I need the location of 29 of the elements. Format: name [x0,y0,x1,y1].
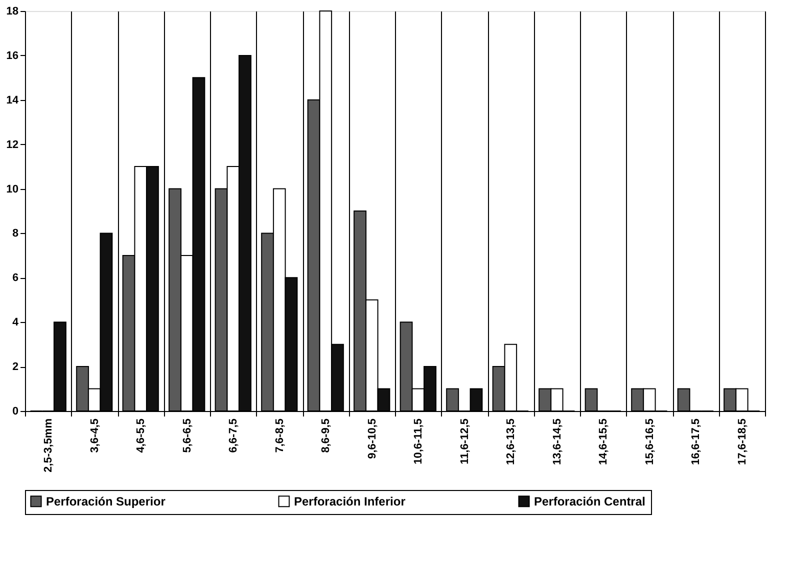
y-tick-label: 12 [6,138,18,151]
x-tick-label: 10,6-11,5 [412,418,425,464]
x-tick-label: 5,6-6,5 [181,418,194,453]
legend-label: Perforación Central [534,494,646,508]
x-tick-label: 13,6-14,5 [551,418,564,465]
y-tick-label: 14 [6,94,20,106]
x-tick-label: 8,6-9,5 [320,418,332,453]
x-tick-label: 17,6-18,5 [736,418,748,465]
x-tick-label: 12,6-13,5 [505,418,518,465]
x-tick-label: 11,6-12,5 [458,418,471,464]
x-tick-label: 4,6-5,5 [135,418,148,453]
y-tick-label: 4 [12,316,20,329]
x-tick-label: 6,6-7,5 [228,418,240,453]
legend-label: Perforación Superior [46,494,166,508]
x-tick-label: 16,6-17,5 [690,418,702,465]
y-tick-label: 18 [6,6,18,18]
x-tick-label: 3,6-4,5 [88,418,101,453]
y-tick-label: 10 [6,183,18,196]
y-tick-label: 16 [6,50,18,62]
y-tick-label: 8 [12,228,18,240]
y-tick-label: 0 [12,406,18,418]
x-tick-label: 7,6-8,5 [274,418,286,453]
y-tick-label: 2 [12,361,18,374]
x-tick-label: 9,6-10,5 [366,418,378,459]
x-tick-label: 2,5-3,5mm [42,418,55,472]
y-tick-label: 6 [12,272,18,284]
legend-label: Perforación Inferior [294,494,406,508]
x-tick-label: 14,6-15,5 [598,418,610,465]
x-tick-label: 15,6-16,5 [644,418,656,465]
